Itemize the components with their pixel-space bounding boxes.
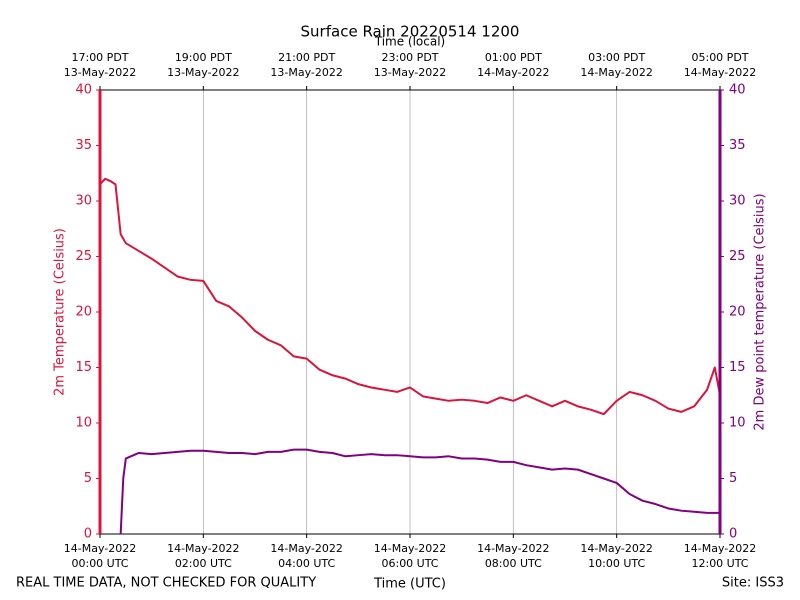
x-tick-label: 10:00 UTC — [588, 557, 645, 570]
site-label: Site: ISS3 — [722, 576, 784, 591]
y2-tick-label: 40 — [729, 83, 746, 98]
x-tick-label: 14-May-2022 — [684, 542, 756, 555]
y-tick-label: 0 — [84, 527, 92, 542]
data-line — [119, 448, 720, 535]
x-tick-label: 00:00 UTC — [71, 557, 128, 570]
top-x-tick-label: 03:00 PDT — [588, 51, 645, 64]
top-x-tick-label: 13-May-2022 — [270, 66, 342, 79]
x-tick-label: 02:00 UTC — [175, 557, 232, 570]
x-tick-label: 04:00 UTC — [278, 557, 335, 570]
y-tick-label: 10 — [75, 416, 92, 431]
y2-tick-label: 20 — [729, 305, 746, 320]
x-tick-label: 14-May-2022 — [374, 542, 446, 555]
y2-tick-label: 25 — [729, 249, 746, 264]
y-tick-label: 35 — [75, 138, 92, 153]
top-x-tick-label: 14-May-2022 — [684, 66, 756, 79]
top-x-tick-label: 17:00 PDT — [71, 51, 128, 64]
x-tick-label: 14-May-2022 — [64, 542, 136, 555]
top-axis-label: Time (local) — [374, 35, 446, 49]
y-tick-label: 40 — [75, 83, 92, 98]
y2-axis-label: 2m Dew point temperature (Celsius) — [753, 193, 768, 430]
top-x-tick-label: 05:00 PDT — [691, 51, 748, 64]
y2-tick-label: 0 — [729, 527, 737, 542]
top-x-tick-label: 13-May-2022 — [64, 66, 136, 79]
x-tick-label: 14-May-2022 — [167, 542, 239, 555]
y2-tick-label: 10 — [729, 416, 746, 431]
top-x-tick-label: 14-May-2022 — [580, 66, 652, 79]
x-tick-label: 14-May-2022 — [580, 542, 652, 555]
y-tick-label: 30 — [75, 194, 92, 209]
y-axis-label: 2m Temperature (Celsius) — [53, 228, 68, 396]
data-line — [99, 177, 721, 416]
x-tick-label: 14-May-2022 — [477, 542, 549, 555]
y-tick-label: 25 — [75, 249, 92, 264]
top-x-tick-label: 14-May-2022 — [477, 66, 549, 79]
x-axis-label: Time (UTC) — [373, 577, 446, 592]
x-tick-label: 12:00 UTC — [691, 557, 748, 570]
x-tick-label: 14-May-2022 — [270, 542, 342, 555]
y-tick-label: 5 — [84, 471, 92, 486]
footer-note: REAL TIME DATA, NOT CHECKED FOR QUALITY — [16, 576, 316, 591]
x-tick-label: 08:00 UTC — [485, 557, 542, 570]
top-x-tick-label: 21:00 PDT — [278, 51, 335, 64]
x-tick-label: 06:00 UTC — [381, 557, 438, 570]
chart-title: Surface Rain 20220514 1200 — [301, 23, 520, 41]
top-x-tick-label: 19:00 PDT — [175, 51, 232, 64]
top-x-tick-label: 13-May-2022 — [374, 66, 446, 79]
y-tick-label: 15 — [75, 360, 92, 375]
y2-tick-label: 15 — [729, 360, 746, 375]
y2-tick-label: 30 — [729, 194, 746, 209]
top-x-tick-label: 23:00 PDT — [381, 51, 438, 64]
y-tick-label: 20 — [75, 305, 92, 320]
y2-tick-label: 35 — [729, 138, 746, 153]
y2-tick-label: 5 — [729, 471, 737, 486]
top-x-tick-label: 13-May-2022 — [167, 66, 239, 79]
top-x-tick-label: 01:00 PDT — [485, 51, 542, 64]
